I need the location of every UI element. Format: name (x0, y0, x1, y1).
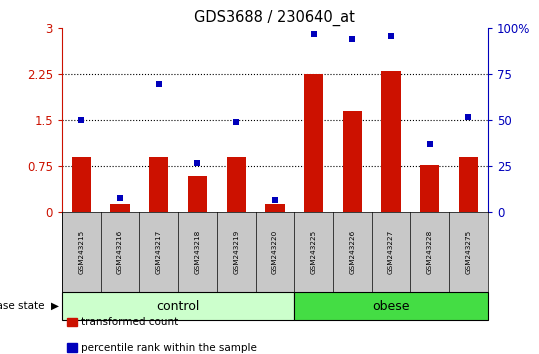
Text: GSM243225: GSM243225 (310, 230, 316, 274)
Text: GSM243219: GSM243219 (233, 230, 239, 274)
Bar (381, 71, 400, 212)
Point (348, 36, 357, 42)
Text: control: control (156, 300, 200, 313)
Text: GSM243217: GSM243217 (156, 230, 162, 274)
Title: GDS3688 / 230640_at: GDS3688 / 230640_at (195, 9, 355, 25)
Text: GSM243220: GSM243220 (272, 230, 278, 274)
Point (309, 31, 318, 37)
Point (425, 142, 434, 147)
Text: percentile rank within the sample: percentile rank within the sample (81, 343, 257, 353)
Bar (62, 292, 294, 320)
Text: GSM243275: GSM243275 (466, 230, 472, 274)
Text: GSM243216: GSM243216 (117, 230, 123, 274)
Text: GSM243228: GSM243228 (427, 230, 433, 274)
Point (386, 33, 395, 39)
Point (464, 114, 473, 120)
Text: obese: obese (372, 300, 410, 313)
Text: GSM243215: GSM243215 (78, 230, 84, 274)
Bar (343, 111, 362, 212)
Bar (149, 157, 168, 212)
Bar (294, 292, 488, 320)
Text: GSM243227: GSM243227 (388, 230, 394, 274)
Text: GSM243218: GSM243218 (195, 230, 201, 274)
Bar (226, 157, 246, 212)
Text: disease state  ▶: disease state ▶ (0, 301, 59, 311)
Point (193, 160, 202, 166)
Point (116, 195, 125, 200)
Bar (110, 204, 130, 212)
Bar (420, 165, 439, 212)
Point (155, 81, 163, 86)
Point (271, 197, 279, 202)
Bar (304, 74, 323, 212)
Point (77, 118, 86, 123)
Text: transformed count: transformed count (81, 317, 178, 327)
Bar (188, 176, 207, 212)
Point (232, 119, 240, 125)
Bar (265, 204, 285, 212)
Bar (72, 157, 91, 212)
Text: GSM243226: GSM243226 (349, 230, 355, 274)
Bar (459, 157, 478, 212)
